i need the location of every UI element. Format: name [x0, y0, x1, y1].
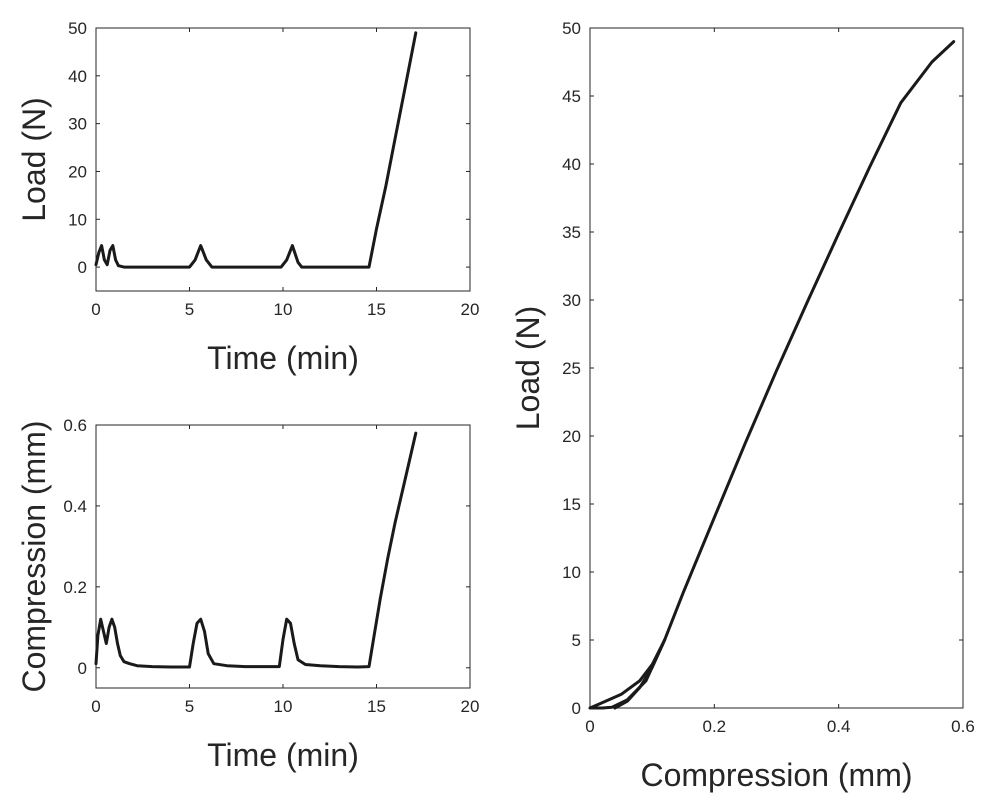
- x-tick-label: 5: [185, 697, 194, 716]
- series-line: [613, 638, 667, 710]
- y-tick-label: 0.6: [63, 416, 87, 435]
- y-axis-label: Compression (mm): [16, 420, 52, 692]
- y-tick-label: 0: [78, 258, 87, 277]
- series-line: [94, 31, 418, 269]
- series-line: [588, 638, 667, 710]
- compression-time-plot: 0 5 10 15 20 0 0.2 0.4 0.6 Time (min) Compression …: [16, 416, 479, 773]
- y-tick-label: 0.2: [63, 578, 87, 597]
- x-tick-label: 10: [274, 697, 293, 716]
- y-tick-label: 30: [562, 291, 581, 310]
- y-tick-label: 40: [68, 67, 87, 86]
- x-tick-label: 0: [585, 717, 594, 736]
- y-tick-label: 25: [562, 359, 581, 378]
- y-tick-label: 35: [562, 223, 581, 242]
- x-tick-label: 5: [185, 300, 194, 319]
- y-axis-label: Load (N): [510, 306, 546, 431]
- y-tick-label: 20: [562, 427, 581, 446]
- x-tick-label: 20: [461, 697, 480, 716]
- y-tick-label: 50: [68, 19, 87, 38]
- load-time-plot: 0 5 10 15 20 0 10 20 30 40 50 Time (min) Load (N): [16, 19, 479, 376]
- plot-frame: [95, 27, 471, 292]
- y-tick-label: 10: [68, 210, 87, 229]
- x-axis-label: Time (min): [207, 737, 359, 773]
- x-axis-label: Time (min): [207, 340, 359, 376]
- x-tick-label: 0: [91, 697, 100, 716]
- y-tick-label: 20: [68, 162, 87, 181]
- y-tick-label: 0.4: [63, 497, 87, 516]
- x-tick-label: 10: [274, 300, 293, 319]
- x-tick-label: 15: [367, 697, 386, 716]
- x-tick-label: 20: [461, 300, 480, 319]
- y-tick-label: 15: [562, 495, 581, 514]
- series-line: [663, 40, 956, 642]
- y-tick-label: 0: [78, 659, 87, 678]
- x-tick-label: 0.6: [951, 717, 975, 736]
- x-tick-label: 15: [367, 300, 386, 319]
- y-axis-label: Load (N): [16, 97, 52, 222]
- series-line: [94, 431, 418, 669]
- y-tick-label: 5: [572, 631, 581, 650]
- x-axis-label: Compression (mm): [640, 757, 912, 793]
- y-tick-label: 30: [68, 115, 87, 134]
- x-tick-label: 0.2: [703, 717, 727, 736]
- x-tick-label: 0.4: [827, 717, 851, 736]
- y-tick-label: 45: [562, 87, 581, 106]
- load-compression-plot: 0 0.2 0.4 0.6 0 5 10 15 20 25 30 35 40 45 50 Compressio…: [510, 19, 975, 793]
- y-tick-label: 50: [562, 19, 581, 38]
- y-tick-label: 10: [562, 563, 581, 582]
- y-tick-label: 0: [572, 699, 581, 718]
- x-tick-label: 0: [91, 300, 100, 319]
- y-tick-label: 40: [562, 155, 581, 174]
